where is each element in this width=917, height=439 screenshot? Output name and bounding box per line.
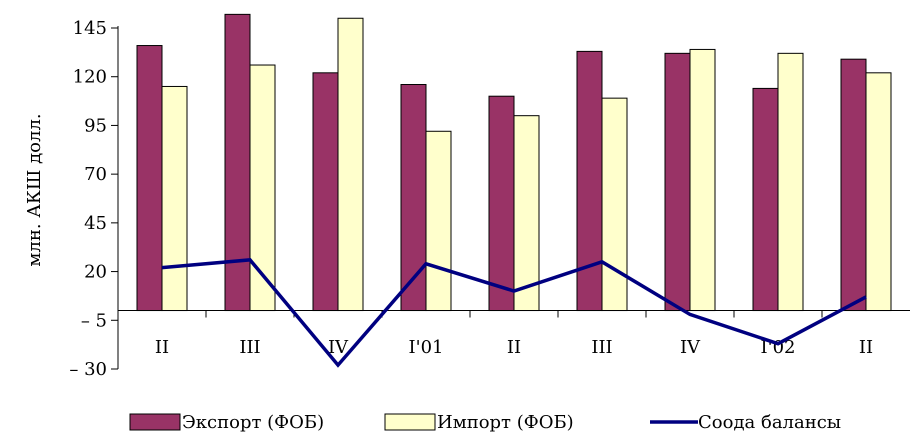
legend-export-item: Экспорт (ФОБ) (129, 412, 324, 433)
x-tick-label: II (507, 337, 521, 358)
import-bar (777, 52, 804, 312)
export-bar (576, 50, 603, 312)
export-bar (488, 95, 515, 312)
y-tick-label: 20 (84, 262, 107, 283)
y-tick-label: 95 (84, 115, 107, 136)
bars-group (136, 13, 892, 312)
y-axis-label-group: млн. АКШ долл. (24, 113, 45, 266)
y-tick-label: 45 (84, 213, 107, 234)
y-ticks-group: 145 120 95 70 45 20 – 5 – 30 (69, 18, 118, 380)
balance-line-group (161, 258, 867, 368)
export-bar (752, 87, 779, 312)
import-bar (425, 130, 452, 312)
legend-export-swatch (129, 413, 181, 431)
x-tick-label: III (239, 337, 260, 358)
export-bar (840, 58, 867, 312)
y-tick-label: 145 (73, 18, 107, 39)
legend-export-label: Экспорт (ФОБ) (182, 412, 324, 433)
y-tick-label: 120 (73, 67, 107, 88)
export-bar (224, 13, 251, 312)
export-bar (312, 72, 339, 312)
axes-group (117, 26, 910, 369)
import-bar (865, 72, 892, 312)
x-tick-label: I'01 (409, 337, 444, 358)
x-tick-label: IV (328, 337, 349, 358)
import-bar (249, 64, 276, 312)
legend-import-swatch (384, 413, 436, 431)
x-tick-label: II (155, 337, 169, 358)
y-tick-label: – 30 (69, 359, 107, 380)
y-axis-label: млн. АКШ долл. (24, 113, 45, 266)
import-bar (689, 48, 716, 312)
legend-balance-item: Соода балансы (650, 412, 841, 433)
legend-import-item: Импорт (ФОБ) (384, 412, 574, 433)
legend: Экспорт (ФОБ) Импорт (ФОБ) Соода балансы (129, 412, 841, 433)
import-bar (337, 17, 364, 312)
legend-import-label: Импорт (ФОБ) (437, 412, 574, 433)
y-tick-label: 70 (84, 164, 107, 185)
import-bar (161, 85, 188, 312)
x-tick-label: II (859, 337, 873, 358)
x-tick-label: IV (680, 337, 701, 358)
import-bar (601, 97, 628, 312)
export-bar (136, 45, 163, 312)
x-tick-label: III (591, 337, 612, 358)
export-bar (664, 52, 691, 312)
export-bar (400, 84, 427, 312)
legend-balance-label: Соода балансы (698, 412, 841, 433)
import-bar (513, 115, 540, 312)
y-tick-label: – 5 (81, 310, 107, 331)
